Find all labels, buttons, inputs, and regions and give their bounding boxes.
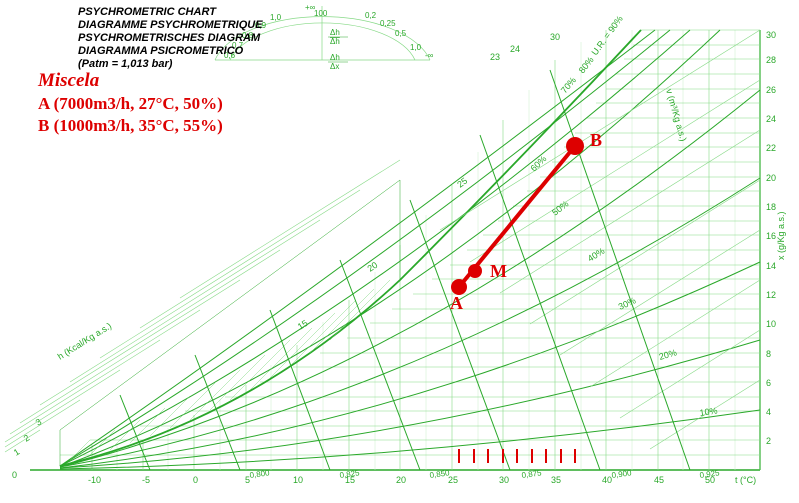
aux-ticks	[459, 449, 575, 463]
overlay-state-a: A (7000m3/h, 27°C, 50%)	[38, 94, 223, 114]
svg-text:18: 18	[766, 202, 776, 212]
svg-text:-10: -10	[88, 475, 101, 485]
svg-text:U.R. = 90%: U.R. = 90%	[590, 14, 625, 57]
svg-text:20%: 20%	[658, 347, 678, 362]
title-line: PSYCHROMETRISCHES DIAGRAM	[78, 32, 263, 45]
pressure-note: (Patm = 1,013 bar)	[78, 58, 263, 71]
svg-text:-∞: -∞	[425, 51, 434, 60]
svg-text:30: 30	[499, 475, 509, 485]
point-a-label: A	[450, 293, 463, 314]
svg-text:40%: 40%	[586, 246, 607, 264]
point-b-label: B	[590, 130, 602, 151]
svg-text:80%: 80%	[577, 55, 596, 75]
svg-text:ₗ: ₗ	[338, 37, 339, 46]
svg-text:22: 22	[766, 143, 776, 153]
svg-text:15: 15	[296, 318, 310, 332]
svg-text:0,825: 0,825	[339, 468, 361, 480]
svg-text:23: 23	[490, 52, 500, 62]
svg-text:0,900: 0,900	[611, 468, 633, 480]
svg-text:25: 25	[455, 176, 469, 190]
svg-text:14: 14	[766, 261, 776, 271]
svg-text:Δx: Δx	[330, 62, 339, 71]
svg-text:10: 10	[766, 319, 776, 329]
svg-text:0,800: 0,800	[249, 468, 271, 480]
svg-text:30: 30	[550, 32, 560, 42]
svg-text:70%: 70%	[559, 75, 578, 95]
svg-text:Δh: Δh	[330, 53, 340, 62]
svg-text:20: 20	[396, 475, 406, 485]
svg-text:16: 16	[766, 231, 776, 241]
svg-text:Δh: Δh	[330, 28, 340, 37]
svg-text:20: 20	[366, 260, 380, 274]
svg-text:0,5: 0,5	[395, 29, 407, 38]
svg-text:2: 2	[766, 436, 771, 446]
svg-text:1,0: 1,0	[270, 13, 282, 22]
svg-text:45: 45	[654, 475, 664, 485]
svg-text:1: 1	[12, 447, 22, 458]
svg-text:20: 20	[766, 173, 776, 183]
svg-text:30: 30	[766, 30, 776, 40]
svg-text:0: 0	[193, 475, 198, 485]
svg-text:50%: 50%	[550, 199, 570, 218]
svg-text:100: 100	[314, 9, 328, 18]
svg-text:24: 24	[510, 44, 520, 54]
svg-text:2: 2	[22, 433, 32, 444]
svg-text:h (Kcal/Kg a.s.): h (Kcal/Kg a.s.)	[56, 321, 113, 362]
svg-text:35: 35	[551, 475, 561, 485]
psychrometric-chart: -10-50 51015 202530 354045 50t (°C) 246 …	[0, 0, 799, 503]
svg-text:0,2: 0,2	[365, 11, 377, 20]
svg-text:8: 8	[766, 349, 771, 359]
svg-text:4: 4	[766, 407, 771, 417]
svg-text:28: 28	[766, 55, 776, 65]
svg-text:1,0: 1,0	[410, 43, 422, 52]
point-m-label: M	[490, 261, 507, 282]
svg-text:0: 0	[12, 470, 17, 480]
svg-text:t (°C): t (°C)	[735, 475, 756, 485]
svg-text:3: 3	[34, 417, 44, 428]
svg-text:0,875: 0,875	[521, 468, 543, 480]
svg-text:v (m³/Kg a.s.): v (m³/Kg a.s.)	[664, 88, 689, 143]
svg-text:10: 10	[293, 475, 303, 485]
svg-text:26: 26	[766, 85, 776, 95]
svg-text:0,25: 0,25	[380, 19, 396, 28]
title-line: PSYCHROMETRIC CHART	[78, 6, 263, 19]
svg-text:24: 24	[766, 114, 776, 124]
overlay-state-b: B (1000m3/h, 35°C, 55%)	[38, 116, 223, 136]
title-line: DIAGRAMMA PSICROMETRICO	[78, 45, 263, 58]
overlay-heading: Miscela	[38, 70, 99, 92]
svg-text:60%: 60%	[528, 154, 548, 174]
svg-text:0,925: 0,925	[699, 468, 721, 480]
svg-text:12: 12	[766, 290, 776, 300]
svg-text:-5: -5	[142, 475, 150, 485]
svg-text:x (g/Kg a.s.): x (g/Kg a.s.)	[776, 211, 786, 260]
title-line: DIAGRAMME PSYCHROMETRIQUE	[78, 19, 263, 32]
svg-text:6: 6	[766, 378, 771, 388]
svg-text:40: 40	[602, 475, 612, 485]
chart-title-block: PSYCHROMETRIC CHART DIAGRAMME PSYCHROMET…	[78, 6, 263, 71]
